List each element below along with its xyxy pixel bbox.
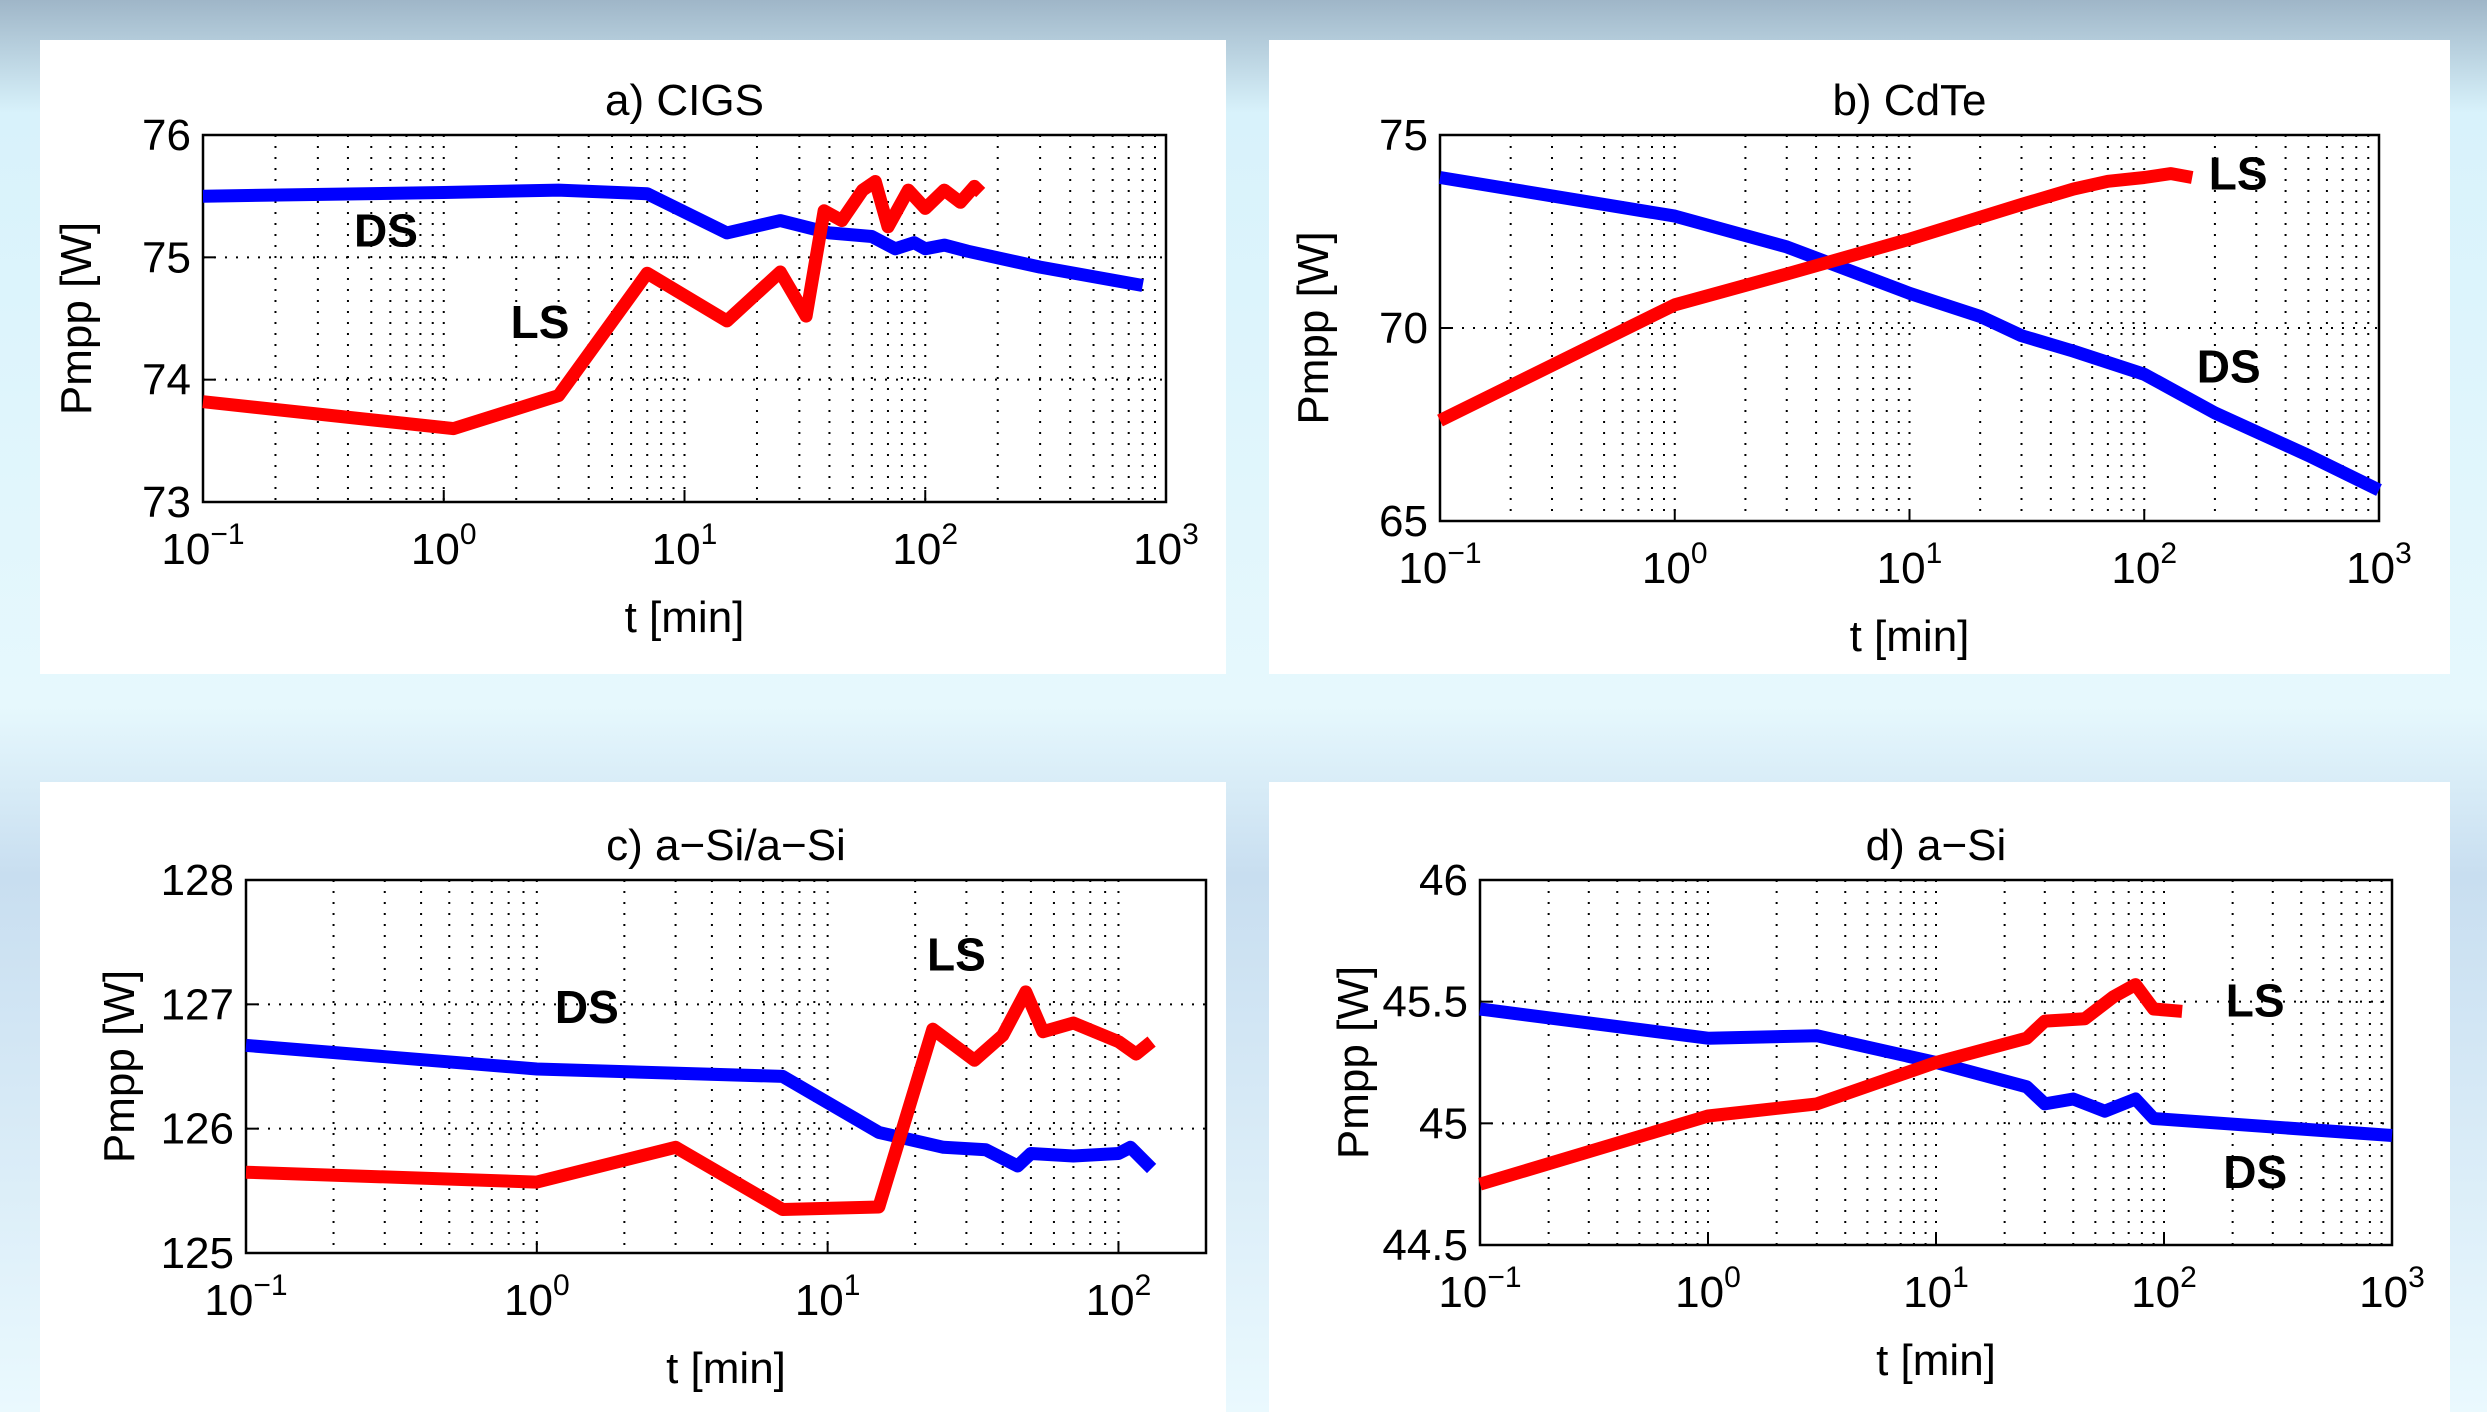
y-tick-label: 73 bbox=[142, 478, 191, 527]
y-tick-label: 45 bbox=[1419, 1099, 1468, 1148]
annotation: LS bbox=[2209, 148, 2268, 200]
y-axis-label: Pmpp [W] bbox=[95, 970, 144, 1163]
x-axis-label: t [min] bbox=[1850, 612, 1970, 661]
y-tick-label: 45.5 bbox=[1382, 978, 1468, 1027]
x-axis-label: t [min] bbox=[666, 1344, 786, 1393]
y-tick-label: 74 bbox=[142, 356, 191, 405]
chart-title: c) a−Si/a−Si bbox=[606, 821, 846, 870]
y-tick-label: 46 bbox=[1419, 856, 1468, 905]
x-axis-label: t [min] bbox=[625, 593, 745, 642]
annotation: LS bbox=[511, 296, 570, 348]
y-tick-label: 75 bbox=[1379, 111, 1428, 160]
y-tick-label: 126 bbox=[161, 1105, 234, 1154]
y-axis-label: Pmpp [W] bbox=[1329, 966, 1378, 1159]
y-tick-label: 44.5 bbox=[1382, 1221, 1468, 1270]
y-axis-label: Pmpp [W] bbox=[1289, 231, 1338, 424]
annotation: LS bbox=[927, 929, 986, 981]
y-tick-label: 125 bbox=[161, 1229, 234, 1278]
chart-title: b) CdTe bbox=[1832, 76, 1986, 125]
annotation: DS bbox=[354, 204, 418, 256]
chart-title: a) CIGS bbox=[605, 76, 764, 125]
y-tick-label: 65 bbox=[1379, 497, 1428, 546]
annotation: DS bbox=[555, 981, 619, 1033]
y-axis-label: Pmpp [W] bbox=[52, 222, 101, 415]
x-axis-label: t [min] bbox=[1876, 1336, 1996, 1385]
y-tick-label: 128 bbox=[161, 856, 234, 905]
y-tick-label: 127 bbox=[161, 980, 234, 1029]
chart-title: d) a−Si bbox=[1866, 821, 2007, 870]
annotation: DS bbox=[2223, 1146, 2287, 1198]
y-tick-label: 70 bbox=[1379, 304, 1428, 353]
y-tick-label: 76 bbox=[142, 111, 191, 160]
annotation: DS bbox=[2197, 341, 2261, 393]
page: {"chart_data": [ {"type": "line", "title… bbox=[0, 0, 2487, 1412]
annotation: LS bbox=[2226, 974, 2285, 1026]
y-tick-label: 75 bbox=[142, 233, 191, 282]
figure: 10−110010110210373747576DSLSa) CIGSt [mi… bbox=[0, 0, 2487, 1412]
